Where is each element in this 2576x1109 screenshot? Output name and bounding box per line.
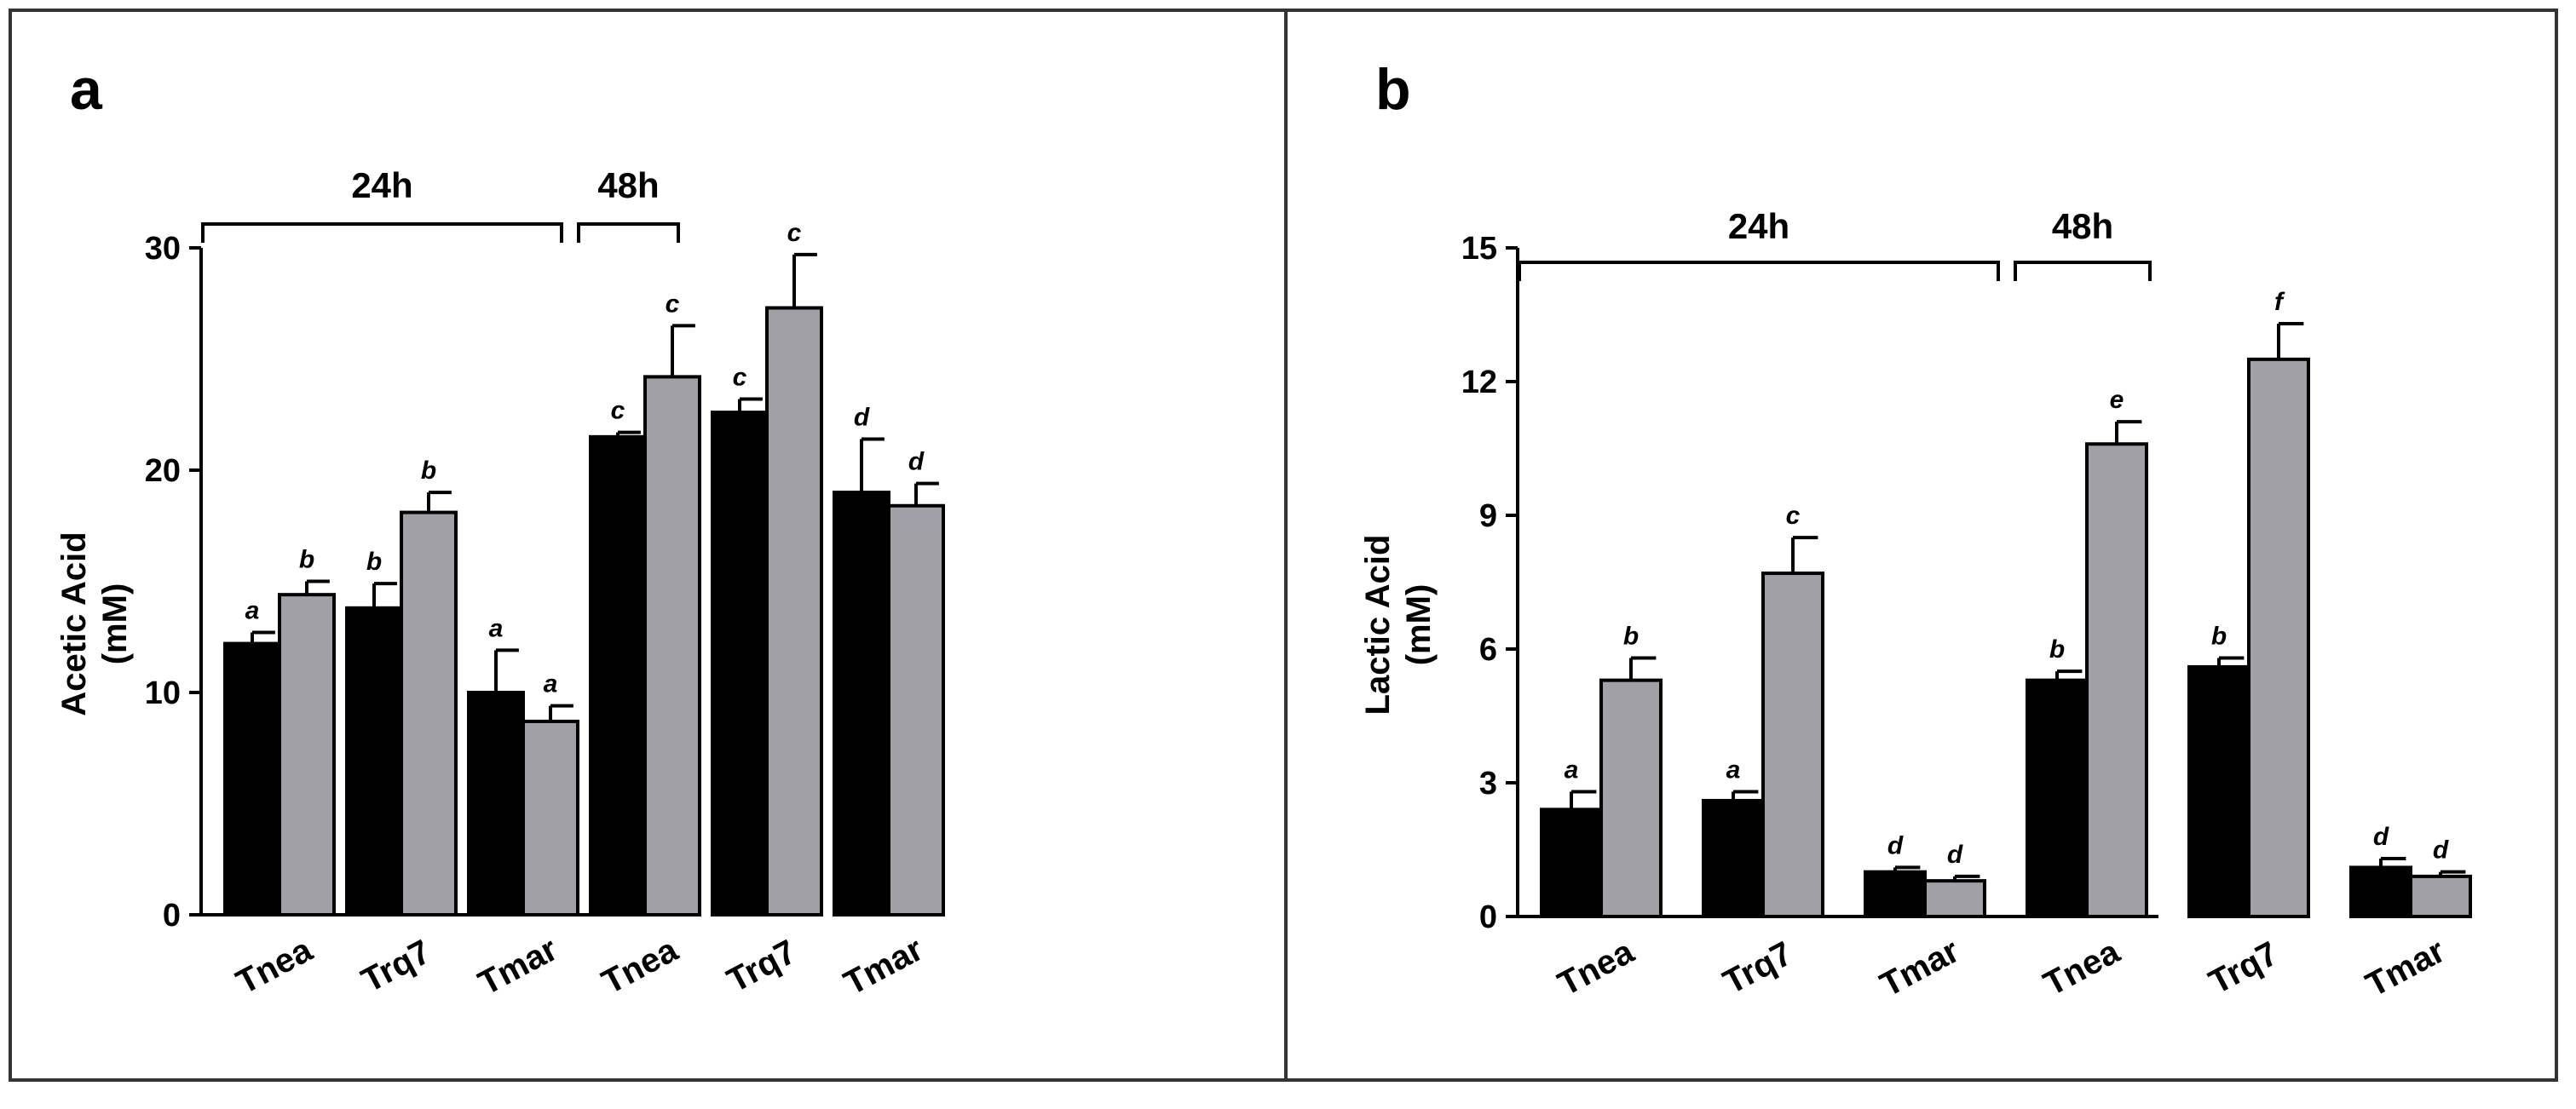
y-axis-unit: (mM) bbox=[1400, 584, 1438, 666]
y-axis-unit: (mM) bbox=[96, 583, 134, 665]
y-tick-label: 9 bbox=[1479, 498, 1497, 534]
y-tick-label: 12 bbox=[1461, 365, 1497, 400]
x-category-label: Tnea bbox=[230, 931, 319, 1002]
significance-letter: a bbox=[245, 597, 260, 625]
bar-black bbox=[1702, 798, 1765, 919]
significance-letter: b bbox=[2049, 635, 2065, 664]
group-bracket bbox=[2014, 261, 2152, 281]
y-axis-label: Acetic Acid bbox=[55, 532, 93, 715]
y-axis-label: Lactic Acid bbox=[1359, 535, 1397, 715]
y-tick-label: 6 bbox=[1479, 632, 1497, 668]
bar-gray bbox=[400, 510, 458, 917]
bar-black bbox=[1540, 807, 1603, 919]
y-tick-label: 10 bbox=[145, 675, 181, 711]
group-label: 24h bbox=[351, 165, 412, 205]
bar-black bbox=[345, 606, 403, 917]
bar-black bbox=[2026, 678, 2089, 919]
bar-gray bbox=[1923, 879, 1986, 918]
group-label: 24h bbox=[1728, 206, 1789, 246]
bar-gray bbox=[522, 719, 579, 917]
significance-letter: b bbox=[1623, 622, 1639, 650]
bar-gray bbox=[2247, 357, 2310, 919]
bar-gray bbox=[278, 593, 336, 917]
bar-gray bbox=[887, 503, 945, 917]
x-category-label: Tmar bbox=[472, 930, 563, 1003]
y-tick-label: 0 bbox=[163, 898, 181, 934]
group-bracket bbox=[577, 222, 680, 243]
y-tick-label: 15 bbox=[1461, 231, 1497, 267]
panel-divider bbox=[1284, 9, 1288, 1082]
group-label: 48h bbox=[597, 165, 659, 205]
group-label: 48h bbox=[2052, 206, 2113, 246]
bar-gray bbox=[765, 306, 823, 917]
x-category-label: Trq7 bbox=[1717, 934, 1798, 1002]
bar-black bbox=[833, 491, 890, 917]
bar-gray bbox=[1599, 678, 1663, 919]
x-category-label: Tmar bbox=[2360, 932, 2451, 1004]
bar-black bbox=[223, 641, 281, 917]
significance-letter: a bbox=[1565, 756, 1579, 784]
significance-letter: d bbox=[1887, 831, 1904, 859]
significance-letter: b bbox=[421, 457, 436, 485]
significance-letter: d bbox=[2433, 836, 2449, 865]
bar-black bbox=[589, 434, 647, 917]
x-category-label: Trq7 bbox=[2203, 934, 2284, 1002]
acetic-acid-chart: a Acetic Acid (mM) 0 10 20 30 a b Tnea b b Trq7 a a Tma… bbox=[55, 57, 945, 1003]
significance-letter: e bbox=[2110, 386, 2124, 414]
bar-gray bbox=[2085, 442, 2148, 918]
group-bracket bbox=[1518, 261, 2000, 281]
bar-black bbox=[467, 691, 525, 917]
panel-label: b bbox=[1375, 57, 1411, 122]
significance-letter: c bbox=[787, 219, 802, 247]
lactic-acid-chart: b Lactic Acid (mM) 0 3 6 9 12 15 a b Tnea a c Trq7 d d Tm… bbox=[1359, 57, 2472, 1004]
y-tick-label: 0 bbox=[1479, 899, 1497, 935]
y-tick-label: 30 bbox=[145, 231, 181, 267]
bar-gray bbox=[2409, 874, 2472, 919]
figure-frame bbox=[9, 9, 2558, 1082]
bar-gray bbox=[1761, 572, 1824, 918]
significance-letter: a bbox=[489, 614, 504, 642]
significance-letter: c bbox=[611, 397, 625, 425]
x-category-label: Tmar bbox=[838, 930, 929, 1003]
x-category-label: Trq7 bbox=[355, 933, 436, 1000]
x-category-label: Tnea bbox=[2037, 933, 2126, 1003]
group-bracket bbox=[201, 222, 563, 243]
significance-letter: b bbox=[2211, 622, 2227, 650]
x-category-label: Tnea bbox=[596, 931, 684, 1002]
bar-black bbox=[1864, 870, 1927, 919]
significance-letter: c bbox=[733, 363, 747, 391]
significance-letter: b bbox=[366, 548, 382, 576]
significance-letter: c bbox=[666, 290, 680, 318]
significance-letter: a bbox=[544, 670, 558, 698]
x-category-label: Tmar bbox=[1874, 932, 1965, 1004]
significance-letter: f bbox=[2274, 288, 2285, 316]
significance-letter: b bbox=[299, 546, 314, 574]
bar-black bbox=[2349, 865, 2412, 919]
bar-black bbox=[711, 411, 769, 917]
significance-letter: d bbox=[1947, 841, 1963, 869]
significance-letter: a bbox=[1726, 756, 1741, 784]
panel-label: a bbox=[70, 57, 103, 122]
significance-letter: d bbox=[908, 448, 925, 476]
x-category-label: Tnea bbox=[1552, 933, 1640, 1003]
significance-letter: d bbox=[854, 403, 870, 431]
bar-black bbox=[2187, 664, 2250, 919]
significance-letter: c bbox=[1786, 502, 1801, 530]
x-category-label: Trq7 bbox=[721, 933, 802, 1000]
y-tick-label: 20 bbox=[145, 453, 181, 489]
significance-letter: d bbox=[2373, 823, 2389, 851]
bar-gray bbox=[643, 375, 701, 917]
y-tick-label: 3 bbox=[1479, 766, 1497, 802]
